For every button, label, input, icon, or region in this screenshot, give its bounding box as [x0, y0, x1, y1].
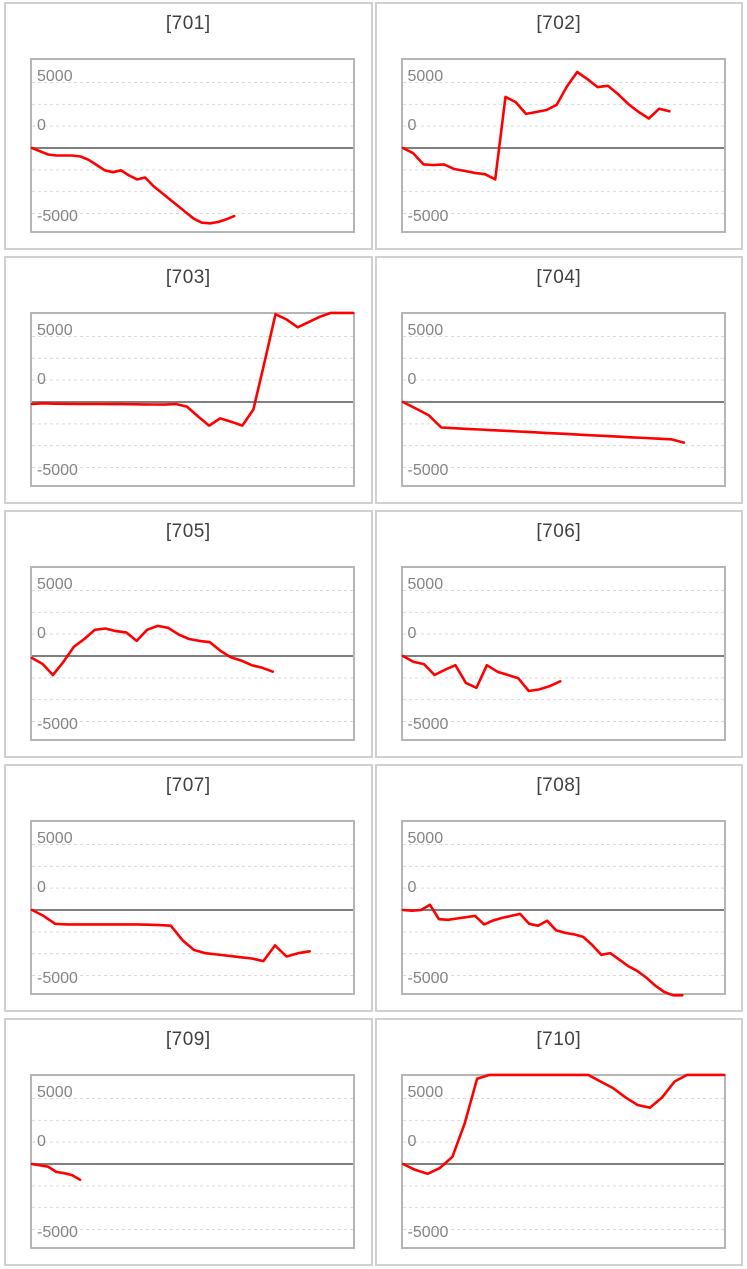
- chart-tile-710: [710] 5000 0 -5000: [374, 1018, 743, 1266]
- line-chart-svg: [401, 844, 724, 997]
- series-line-702: [401, 70, 671, 181]
- plot-area: 5000 0 -5000: [400, 820, 726, 997]
- chart-tile-707: [707] 5000 0 -5000: [4, 764, 373, 1012]
- y-tick-neg5000: -5000: [37, 1224, 78, 1241]
- y-tick-neg5000: -5000: [407, 1224, 449, 1241]
- chart-title: [706]: [536, 521, 582, 542]
- y-tick-5000: 5000: [37, 68, 73, 85]
- chart-tile-704: [704] 5000 0 -5000: [374, 256, 743, 504]
- series-line-706: [401, 654, 562, 693]
- line-chart-svg: [401, 590, 724, 722]
- y-tick-neg5000: -5000: [407, 716, 449, 733]
- y-tick-neg5000: -5000: [37, 716, 78, 733]
- series-line-701: [30, 146, 236, 225]
- line-chart-svg: [30, 590, 353, 722]
- y-tick-5000: 5000: [407, 68, 444, 85]
- y-tick-0: 0: [407, 371, 417, 388]
- y-tick-neg5000: -5000: [37, 462, 78, 479]
- plot-area: 5000 0 -5000: [30, 820, 355, 995]
- chart-tile-703: [703] 5000 0 -5000: [4, 256, 373, 504]
- chart-tile-708: [708] 5000 0 -5000: [374, 764, 743, 1012]
- series-line-705: [30, 624, 275, 677]
- line-chart-svg: [30, 844, 353, 976]
- series-line-710: [401, 1073, 725, 1176]
- y-tick-0: 0: [407, 1133, 417, 1150]
- line-chart-svg: [30, 311, 355, 468]
- plot-area: 5000 0 -5000: [30, 58, 355, 233]
- y-tick-5000: 5000: [37, 830, 73, 847]
- plot-area: 5000 0 -5000: [30, 311, 355, 487]
- series-line-707: [30, 908, 312, 963]
- series-line-709: [30, 1162, 82, 1181]
- chart-tile-706: [706] 5000 0 -5000: [374, 510, 743, 758]
- series-line-704: [401, 400, 685, 444]
- chart-title: [708]: [536, 775, 582, 796]
- y-tick-neg5000: -5000: [407, 208, 449, 225]
- plot-area: 5000 0 -5000: [400, 312, 726, 487]
- line-chart-svg: [401, 336, 724, 468]
- line-chart-svg: [401, 1073, 725, 1230]
- line-chart-svg: [30, 1098, 353, 1230]
- line-chart-svg: [30, 82, 353, 225]
- series-line-708: [401, 903, 684, 997]
- chart-title: [702]: [536, 13, 582, 34]
- chart-title: [703]: [165, 267, 211, 288]
- y-tick-0: 0: [407, 625, 417, 642]
- series-line-703: [30, 311, 355, 427]
- chart-title: [709]: [165, 1029, 211, 1050]
- y-tick-5000: 5000: [407, 576, 444, 593]
- y-tick-5000: 5000: [37, 322, 73, 339]
- plot-area: 5000 0 -5000: [30, 566, 355, 741]
- y-tick-0: 0: [407, 117, 417, 134]
- y-tick-0: 0: [37, 1133, 46, 1150]
- y-tick-5000: 5000: [407, 830, 444, 847]
- y-tick-5000: 5000: [37, 1084, 73, 1101]
- y-tick-neg5000: -5000: [407, 970, 449, 987]
- y-tick-0: 0: [407, 879, 417, 896]
- y-tick-5000: 5000: [407, 322, 444, 339]
- y-tick-0: 0: [37, 625, 46, 642]
- chart-title: [705]: [165, 521, 211, 542]
- line-chart-svg: [401, 70, 724, 214]
- y-tick-5000: 5000: [37, 576, 73, 593]
- plot-area: 5000 0 -5000: [400, 566, 726, 741]
- plot-area: 5000 0 -5000: [400, 1073, 726, 1249]
- y-tick-0: 0: [37, 879, 46, 896]
- y-tick-neg5000: -5000: [37, 970, 78, 987]
- plot-area: 5000 0 -5000: [400, 58, 726, 233]
- chart-title: [704]: [536, 267, 582, 288]
- chart-tile-701: [701] 5000 0 -5000: [4, 2, 373, 250]
- y-tick-0: 0: [37, 117, 46, 134]
- chart-title: [701]: [165, 13, 211, 34]
- y-tick-0: 0: [37, 371, 46, 388]
- chart-tile-709: [709] 5000 0 -5000: [4, 1018, 373, 1266]
- chart-title: [710]: [536, 1029, 582, 1050]
- plot-area: 5000 0 -5000: [30, 1074, 355, 1249]
- y-tick-neg5000: -5000: [407, 462, 449, 479]
- chart-title: [707]: [165, 775, 211, 796]
- y-tick-5000: 5000: [407, 1084, 444, 1101]
- y-tick-neg5000: -5000: [37, 208, 78, 225]
- chart-tile-705: [705] 5000 0 -5000: [4, 510, 373, 758]
- chart-tile-702: [702] 5000 0 -5000: [374, 2, 743, 250]
